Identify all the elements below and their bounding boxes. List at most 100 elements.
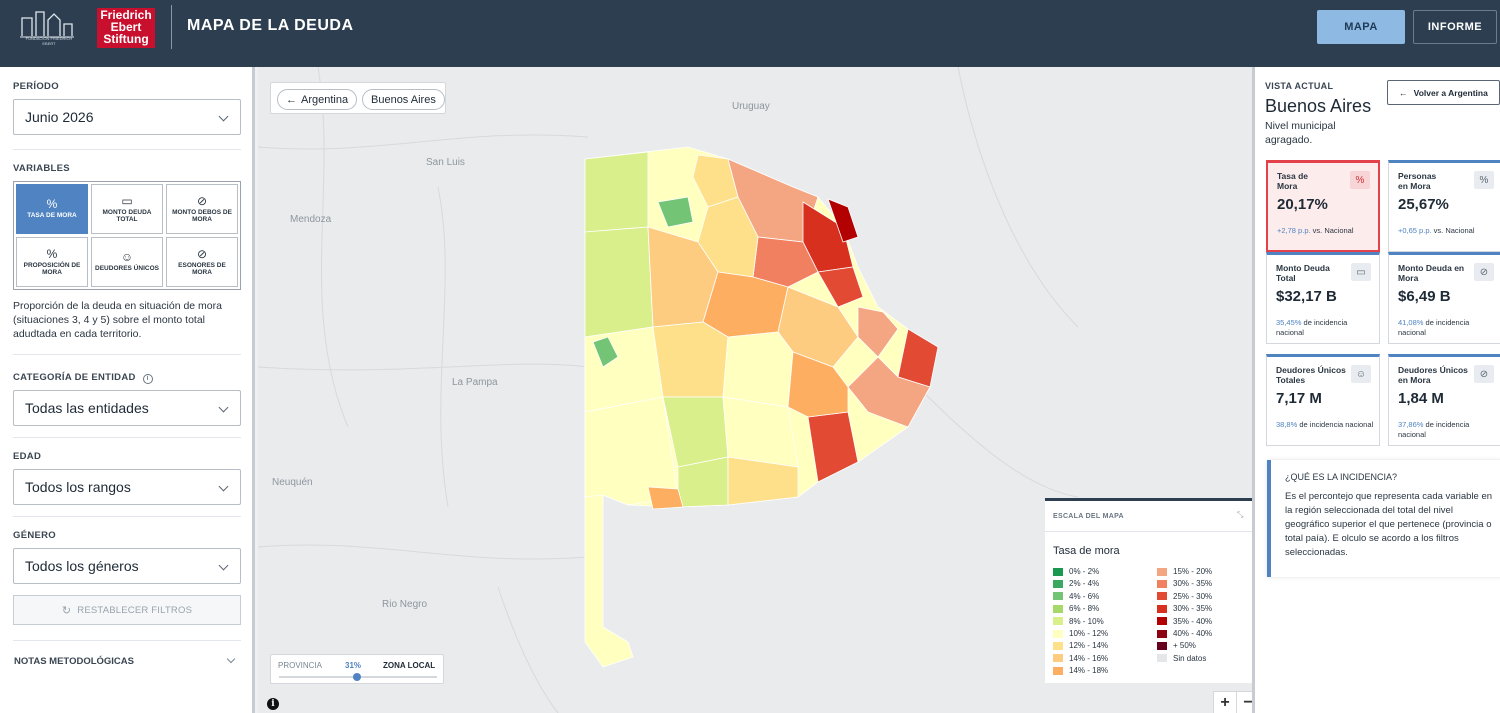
stat-card-personas-mora[interactable]: Personas en Mora % 25,67% +0,65 p.p. vs.… — [1388, 160, 1500, 252]
divider — [13, 516, 241, 517]
variable-tasa-de-mora-button[interactable]: % TASA DE MORA — [16, 184, 88, 234]
gender-select[interactable]: Todos los géneros — [13, 548, 241, 584]
period-select[interactable]: Junio 2026 — [13, 99, 241, 135]
variable-monto-mora-button[interactable]: ⊘ MONTO DEBOS DE MORA — [166, 184, 238, 234]
arrow-left-icon: ← — [1399, 87, 1408, 98]
money-off-icon: ⊘ — [196, 193, 208, 208]
stat-card-deudores-mora[interactable]: Deudores Únicos en Mora ⊘ 1,84 M 37,86% … — [1388, 354, 1500, 446]
legend-item: 40% - 40% — [1157, 629, 1212, 638]
card-value: 7,17 M — [1276, 390, 1322, 407]
breadcrumb-current[interactable]: Buenos Aires — [362, 89, 445, 110]
reset-label: RESTABLECER FILTROS — [77, 604, 193, 616]
legend-label: 35% - 40% — [1173, 616, 1213, 626]
breadcrumb-back-argentina[interactable]: ← Argentina — [277, 89, 358, 110]
card-sub: +2,78 p.p. vs. Nacional — [1277, 226, 1377, 236]
divider — [1045, 531, 1252, 532]
view-label: VISTA ACTUAL — [1265, 81, 1334, 91]
zoom-out-button[interactable]: − — [1243, 694, 1252, 711]
map-city-label: San Luis — [426, 157, 465, 168]
chevron-down-icon[interactable] — [226, 654, 236, 664]
variable-proporcion-mora-button[interactable]: % PROPOSICIÓN DE MORA — [16, 237, 88, 287]
card-delta: 41,08% — [1398, 318, 1424, 327]
legend-item: 10% - 12% — [1053, 629, 1108, 638]
card-title: Personas en Mora — [1398, 171, 1437, 191]
variable-monto-deuda-total-button[interactable]: ▭ MONTO DEUDA TOTAL — [91, 184, 163, 234]
back-to-argentina-button[interactable]: ← Volver a Argentina — [1387, 80, 1500, 105]
legend-label: 14% - 16% — [1069, 653, 1109, 663]
legend-swatch — [1157, 567, 1167, 576]
legend-swatch — [1157, 592, 1167, 601]
map-city-label: Neuquén — [272, 477, 313, 488]
variable-label: MONTO DEUDA TOTAL — [102, 208, 152, 224]
slider-handle[interactable] — [353, 673, 361, 681]
legend-item: 15% - 20% — [1157, 567, 1212, 576]
legend-label: 40% - 40% — [1173, 629, 1213, 638]
variable-deudores-mora-button[interactable]: ⊘ ESONORES DE MORA — [166, 237, 238, 287]
app-header: FUNDACION FRIEDRICH EBERT Friedrich Eber… — [0, 0, 1500, 67]
legend-swatch — [1053, 641, 1063, 650]
legend-label: 8% - 10% — [1069, 616, 1104, 626]
breadcrumb-label: Argentina — [301, 93, 349, 106]
card-value: $6,49 B — [1398, 288, 1451, 305]
age-select[interactable]: Todos los rangos — [13, 469, 241, 505]
stat-card-monto-total[interactable]: Monto Deuda Total ▭ $32,17 B 35,45% de i… — [1266, 252, 1380, 344]
fundacion-logo[interactable] — [18, 6, 76, 50]
zoom-controls: + − — [1213, 691, 1252, 713]
legend-swatch — [1053, 666, 1063, 675]
collapse-icon[interactable]: ⤡ — [1237, 510, 1244, 519]
legend-item: 14% - 18% — [1053, 666, 1108, 675]
people-off-icon: ⊘ — [1474, 365, 1494, 383]
notes-toggle[interactable]: NOTAS METODOLÓGICAS — [14, 656, 134, 667]
legend-swatch — [1157, 654, 1167, 663]
card-delta: 37,86% — [1398, 420, 1424, 429]
legend-label: 4% - 6% — [1069, 591, 1100, 601]
stat-card-tasa-mora[interactable]: Tasa de Mora % 20,17% +2,78 p.p. vs. Nac… — [1266, 160, 1380, 252]
legend-label: 12% - 14% — [1069, 641, 1109, 651]
legend-swatch — [1053, 629, 1063, 638]
people-icon: ☺ — [1351, 365, 1371, 383]
variable-description: Proporción de la deuda en situación de m… — [13, 300, 222, 340]
card-sub-text: de incidencia nacional — [1276, 318, 1348, 337]
legend-swatch — [1053, 579, 1063, 588]
variable-label: ESONORES DE MORA — [178, 261, 226, 277]
nav-informe-button[interactable]: INFORME — [1413, 10, 1497, 44]
zoom-level-slider[interactable]: PROVINCIA 31% ZONA LOCAL — [270, 654, 444, 684]
legend-label: 0% - 2% — [1069, 567, 1100, 576]
legend-swatch — [1157, 641, 1167, 650]
card-sub: 35,45% de incidencia nacional — [1276, 318, 1376, 338]
legend-swatch — [1157, 629, 1167, 638]
fes-logo[interactable]: Friedrich Ebert Stiftung — [97, 8, 155, 48]
legend-item: 2% - 4% — [1053, 579, 1099, 588]
legend-item: 14% - 16% — [1053, 654, 1108, 663]
legend-item: Sin datos — [1157, 654, 1206, 663]
map-city-label: La Pampa — [452, 377, 498, 388]
stat-card-monto-mora[interactable]: Monto Deuda en Mora ⊘ $6,49 B 41,08% de … — [1388, 252, 1500, 344]
nav-mapa-button[interactable]: MAPA — [1317, 10, 1405, 44]
filters-sidebar: PERÍODO Junio 2026 VARIABLES % TASA DE M… — [0, 67, 255, 713]
stat-card-deudores-totales[interactable]: Deudores Únicos Totales ☺ 7,17 M 38,8% d… — [1266, 354, 1380, 446]
info-icon[interactable]: i — [142, 374, 153, 384]
legend-swatch — [1053, 654, 1063, 663]
variable-label: DEUDORES ÚNICOS — [95, 265, 159, 273]
map-canvas[interactable]: Uruguay San Luis Mendoza La Pampa Neuqué… — [258, 67, 1252, 713]
card-value: 25,67% — [1398, 196, 1449, 213]
chevron-down-icon — [218, 481, 229, 492]
breadcrumb: ← Argentina Buenos Aires — [270, 82, 446, 114]
entity-select[interactable]: Todas las entidades — [13, 390, 241, 426]
info-text: Es el percontejo que representa cada var… — [1285, 491, 1493, 558]
card-sub-text: de incidencia nacional — [1299, 420, 1374, 429]
info-icon[interactable]: i — [267, 698, 279, 710]
reset-filters-button[interactable]: ↻ RESTABLECER FILTROS — [13, 595, 241, 625]
zoom-in-button[interactable]: + — [1214, 692, 1237, 713]
map-svg — [258, 67, 1079, 713]
legend-label: 25% - 30% — [1173, 591, 1213, 601]
money-icon: ▭ — [1351, 263, 1371, 281]
money-off-icon: ⊘ — [1474, 263, 1494, 281]
legend-swatch — [1053, 617, 1063, 626]
chevron-down-icon — [218, 111, 229, 122]
slider-right-label: ZONA LOCAL — [383, 661, 436, 670]
gender-label: GÉNERO — [13, 530, 56, 541]
legend-item: 35% - 40% — [1157, 617, 1212, 626]
card-value: 1,84 M — [1398, 390, 1444, 407]
variable-deudores-unicos-button[interactable]: ☺ DEUDORES ÚNICOS — [91, 237, 163, 287]
